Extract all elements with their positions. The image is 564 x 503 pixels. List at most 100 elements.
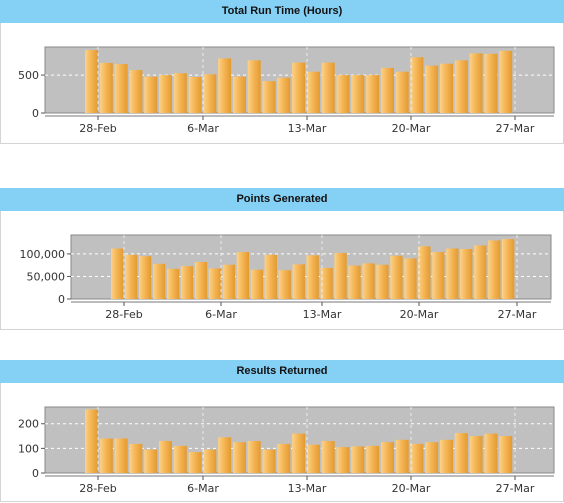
chart-title: Points Generated [0, 188, 564, 211]
bar [188, 452, 202, 473]
bar [247, 441, 261, 473]
bar [306, 71, 320, 113]
bar [208, 268, 222, 299]
bar [99, 62, 113, 113]
bar-chart-results-returned: 0 100 200 28-Feb 6-Mar 13-Mar 20-Mar 27-Mar [18, 406, 555, 495]
bar [203, 74, 217, 113]
chart-title: Results Returned [0, 360, 564, 383]
bar [351, 446, 365, 473]
bar [173, 73, 187, 113]
bar [152, 263, 166, 299]
bar [278, 270, 291, 299]
bar [418, 246, 431, 299]
bar [129, 70, 143, 113]
bar [410, 443, 424, 473]
bar [432, 252, 445, 299]
bar [440, 63, 453, 113]
x-tick-label: 27-Mar [496, 482, 535, 495]
bar [336, 75, 350, 113]
bar [334, 253, 347, 299]
bar [320, 267, 333, 299]
bar [366, 445, 380, 473]
bar [218, 437, 232, 473]
bar [194, 262, 208, 299]
y-tick-label: 100 [18, 442, 39, 455]
x-tick-label: 13-Mar [303, 308, 342, 321]
bar [395, 439, 409, 473]
bar [484, 433, 498, 473]
bar-chart-total-run-time: 0 500 28-Feb 6-Mar 13-Mar 20-Mar 27-Mar [18, 46, 555, 135]
x-tick-label: 13-Mar [288, 482, 327, 495]
x-tick-label: 6-Mar [187, 482, 219, 495]
bar [366, 75, 380, 113]
y-tick-label: 0 [32, 467, 39, 480]
bar [292, 62, 306, 113]
bar [395, 71, 409, 113]
bar [488, 240, 501, 299]
bar [166, 268, 180, 299]
bar [454, 60, 468, 113]
bar [502, 239, 515, 299]
bar [111, 248, 124, 299]
bar [114, 64, 128, 113]
bar [499, 436, 513, 473]
bar-chart-points-generated: 0 50,000 100,000 28-Feb 6-Mar 13-Mar 20-Mar 27-… [20, 234, 552, 321]
x-tick-label: 6-Mar [205, 308, 237, 321]
bar [125, 254, 138, 299]
bar [410, 57, 424, 113]
bar [321, 62, 335, 113]
chart-title: Total Run Time (Hours) [0, 0, 564, 23]
bar [236, 252, 249, 299]
x-tick-label: 28-Feb [79, 122, 116, 135]
y-tick-label: 100,000 [20, 248, 66, 261]
bar [306, 255, 319, 299]
bar [454, 433, 468, 473]
bar [306, 444, 320, 473]
x-tick-label: 28-Feb [79, 482, 116, 495]
bar [440, 439, 453, 473]
y-tick-label: 0 [58, 293, 65, 306]
bar [362, 263, 375, 299]
bar [380, 67, 394, 113]
x-tick-label: 6-Mar [187, 122, 219, 135]
x-tick-label: 27-Mar [496, 122, 535, 135]
y-tick-label: 200 [18, 418, 39, 431]
bar [425, 65, 439, 113]
x-tick-label: 20-Mar [392, 482, 431, 495]
bar [277, 77, 291, 113]
bar [484, 53, 498, 113]
bar [159, 441, 172, 473]
bar [232, 442, 246, 473]
bar [336, 447, 350, 473]
bar [351, 75, 365, 113]
x-tick-label: 28-Feb [105, 308, 142, 321]
bar [499, 50, 513, 113]
y-tick-label: 50,000 [27, 270, 66, 283]
bar [321, 441, 335, 473]
bar [250, 269, 263, 299]
bar [144, 76, 158, 113]
y-tick-label: 0 [32, 107, 39, 120]
bar [222, 264, 235, 299]
chart-body: 0 100 200 28-Feb 6-Mar 13-Mar 20-Mar 27-Mar [0, 383, 564, 502]
bar [114, 438, 128, 473]
bar [292, 264, 305, 299]
bar [144, 449, 158, 473]
bar [262, 449, 276, 473]
bar [264, 254, 277, 299]
bar [180, 266, 194, 299]
bar [446, 248, 459, 299]
bar [85, 50, 98, 113]
bar [390, 255, 403, 299]
bar [247, 60, 261, 113]
bar [277, 443, 291, 473]
bar [469, 436, 483, 473]
x-tick-label: 27-Mar [498, 308, 537, 321]
x-tick-label: 20-Mar [400, 308, 439, 321]
bar [348, 265, 361, 299]
bar [425, 442, 439, 473]
bar [380, 442, 394, 473]
chart-body: 0 50,000 100,000 28-Feb 6-Mar 13-Mar 20-Mar 27-… [0, 211, 564, 330]
bar [460, 249, 473, 299]
bar [99, 438, 113, 473]
